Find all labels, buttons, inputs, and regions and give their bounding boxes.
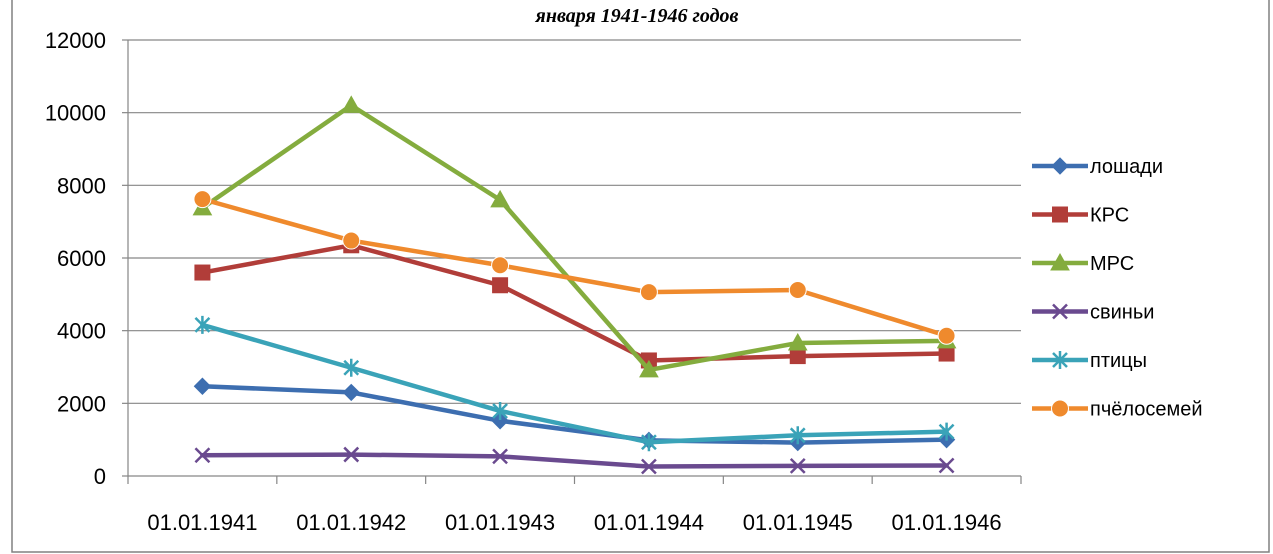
legend-label: пчёлосемей bbox=[1090, 399, 1203, 421]
x-tick-label: 01.01.1941 bbox=[147, 510, 257, 535]
data-point bbox=[639, 359, 659, 378]
data-point bbox=[639, 283, 658, 302]
data-point bbox=[343, 358, 360, 377]
data-point bbox=[491, 412, 509, 430]
series-3 bbox=[194, 446, 955, 475]
y-tick-label: 4000 bbox=[57, 319, 106, 344]
y-tick-label: 2000 bbox=[57, 391, 106, 416]
data-point bbox=[342, 231, 361, 250]
y-tick-labels: 0 2000 4000 6000 8000 10000 12000 bbox=[45, 28, 106, 489]
series-lines bbox=[192, 95, 957, 475]
x-tick-label: 01.01.1943 bbox=[445, 510, 555, 535]
series-5 bbox=[193, 190, 956, 345]
legend-label: МРС bbox=[1090, 253, 1134, 275]
data-point bbox=[937, 326, 956, 345]
legend-item: свиньи bbox=[1032, 302, 1154, 324]
data-point bbox=[194, 264, 211, 281]
data-point bbox=[938, 457, 955, 474]
series-4 bbox=[194, 315, 955, 452]
legend-label: свиньи bbox=[1090, 302, 1154, 324]
data-point bbox=[492, 401, 508, 420]
legend: лошади КРС МРС свиньи птицы пчёлосемей bbox=[1032, 156, 1203, 421]
data-point bbox=[341, 95, 362, 113]
data-point bbox=[490, 189, 510, 208]
series-line bbox=[200, 196, 949, 339]
data-point bbox=[492, 448, 508, 465]
y-tick-label: 8000 bbox=[57, 173, 106, 198]
data-point bbox=[193, 190, 212, 209]
y-tick-label: 12000 bbox=[45, 28, 106, 53]
data-point bbox=[641, 433, 657, 452]
x-tick-labels: 01.01.1941 01.01.1942 01.01.1943 01.01.1944… bbox=[147, 510, 1001, 535]
legend-marker bbox=[1052, 351, 1068, 369]
legend-marker bbox=[1052, 303, 1068, 320]
legend-item: птицы bbox=[1032, 350, 1147, 372]
x-tick-label: 01.01.1944 bbox=[594, 510, 704, 535]
legend-item: пчёлосемей bbox=[1032, 399, 1203, 421]
x-tick-label: 01.01.1946 bbox=[892, 510, 1002, 535]
data-point bbox=[788, 280, 807, 299]
x-tick-label: 01.01.1942 bbox=[296, 510, 406, 535]
series-line bbox=[200, 243, 949, 363]
data-point bbox=[343, 446, 360, 463]
y-tick-label: 6000 bbox=[57, 246, 106, 271]
series-line bbox=[200, 322, 949, 445]
legend-item: МРС bbox=[1032, 252, 1134, 275]
legend-label: КРС bbox=[1090, 205, 1129, 227]
chart-title: января 1941-1946 годов bbox=[535, 5, 739, 27]
data-point bbox=[194, 447, 211, 464]
y-tick-label: 0 bbox=[94, 464, 106, 489]
data-point bbox=[492, 277, 509, 294]
legend-marker bbox=[1052, 206, 1068, 223]
legend-marker bbox=[1050, 252, 1070, 271]
x-tick-label: 01.01.1945 bbox=[743, 510, 853, 535]
legend-label: лошади bbox=[1090, 156, 1163, 178]
data-point bbox=[789, 457, 806, 474]
series-line bbox=[200, 384, 949, 445]
data-point bbox=[491, 256, 510, 275]
series-line bbox=[200, 103, 949, 373]
series-line bbox=[200, 452, 949, 469]
data-point bbox=[787, 333, 808, 351]
legend-item: КРС bbox=[1032, 205, 1129, 227]
data-point bbox=[938, 422, 955, 441]
data-point bbox=[194, 315, 211, 334]
data-point bbox=[342, 383, 360, 402]
y-tick-label: 10000 bbox=[45, 101, 106, 126]
legend-item: лошади bbox=[1032, 156, 1163, 178]
data-point bbox=[789, 348, 806, 365]
axes bbox=[122, 39, 1022, 484]
legend-marker bbox=[1051, 399, 1069, 418]
legend-marker bbox=[1051, 157, 1069, 175]
legend-label: птицы bbox=[1090, 350, 1147, 372]
chart-border bbox=[11, 0, 1270, 553]
data-point bbox=[789, 426, 806, 445]
data-point bbox=[193, 377, 212, 395]
data-point bbox=[641, 458, 657, 475]
